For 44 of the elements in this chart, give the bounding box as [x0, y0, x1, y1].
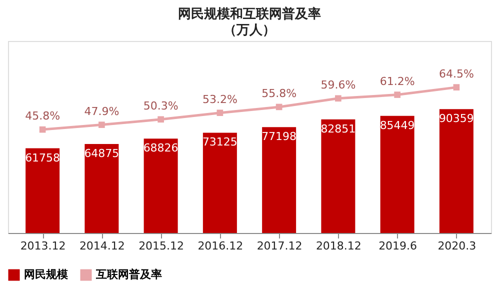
- data-label: 61758: [25, 151, 60, 164]
- bar: [262, 127, 296, 233]
- point: [216, 110, 224, 116]
- chart-title: 网民规模和互联网普及率: [178, 6, 321, 22]
- data-label: 55.8%: [262, 86, 297, 100]
- data-label: 64.5%: [438, 67, 474, 80]
- data-label: 73125: [202, 136, 238, 149]
- data-label: 61.2%: [380, 74, 415, 88]
- point: [98, 122, 105, 128]
- point: [39, 126, 46, 133]
- point: [158, 116, 164, 123]
- bar: [84, 144, 119, 233]
- x-tick-label: 2013.12: [20, 240, 66, 252]
- point: [335, 95, 342, 102]
- data-label: 45.8%: [25, 110, 60, 123]
- point: [453, 84, 460, 90]
- point: [276, 104, 282, 110]
- chart-subtitle: （万人）: [224, 23, 276, 38]
- bar: [202, 132, 237, 233]
- bar: [439, 109, 474, 233]
- legend-label: 网民规模: [24, 268, 69, 281]
- legend-label: 互联网普及率: [95, 268, 162, 281]
- data-label: 68826: [143, 142, 178, 155]
- data-label: 77198: [262, 130, 297, 144]
- data-label: 64875: [84, 147, 120, 160]
- point: [394, 92, 400, 98]
- bar: [26, 148, 60, 233]
- x-tick-label: 2018.12: [316, 240, 362, 252]
- data-label: 82851: [320, 122, 356, 136]
- bar: [380, 116, 414, 233]
- x-tick-label: 2016.12: [198, 240, 244, 252]
- x-tick-label: 2019.6: [378, 240, 418, 252]
- x-tick-label: 2017.12: [256, 240, 302, 252]
- x-tick-label: 2020.3: [438, 240, 476, 252]
- data-label: 90359: [438, 112, 474, 126]
- x-tick-label: 2015.12: [138, 240, 184, 252]
- data-label: 85449: [380, 118, 415, 132]
- data-label: 50.3%: [143, 99, 178, 112]
- bar: [144, 138, 178, 233]
- data-label: 53.2%: [202, 92, 238, 106]
- x-tick-label: 2014.12: [79, 240, 125, 252]
- data-label: 59.6%: [320, 78, 356, 92]
- data-label: 47.9%: [84, 104, 120, 118]
- bar: [321, 119, 356, 233]
